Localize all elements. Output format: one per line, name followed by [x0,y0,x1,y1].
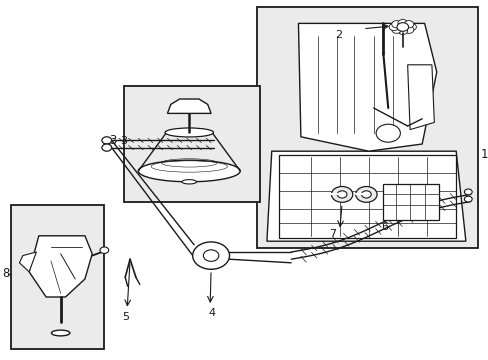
Circle shape [391,26,401,33]
Text: 6: 6 [380,222,387,232]
Circle shape [375,124,400,142]
Polygon shape [167,99,211,113]
Polygon shape [407,65,433,130]
Circle shape [391,21,401,28]
Circle shape [464,189,471,195]
Circle shape [397,27,407,35]
Polygon shape [20,252,36,272]
Circle shape [396,23,408,31]
Ellipse shape [164,128,213,137]
Polygon shape [279,155,455,238]
Text: 3: 3 [120,136,127,146]
Ellipse shape [138,160,240,182]
Circle shape [388,23,398,31]
Polygon shape [29,236,92,297]
Circle shape [403,26,413,33]
Circle shape [337,191,346,198]
Circle shape [464,196,471,202]
Text: 4: 4 [208,308,215,318]
Text: 1: 1 [479,148,487,161]
Circle shape [203,250,219,261]
Text: 3: 3 [109,134,116,147]
Ellipse shape [182,180,196,184]
Circle shape [397,19,407,27]
Polygon shape [298,23,436,151]
FancyBboxPatch shape [11,205,104,349]
Circle shape [100,247,108,253]
Circle shape [406,23,415,31]
FancyBboxPatch shape [257,7,477,248]
FancyBboxPatch shape [123,86,259,202]
Text: 5: 5 [122,312,129,322]
Circle shape [361,191,370,198]
Ellipse shape [51,330,70,336]
Text: 8: 8 [2,267,10,280]
Polygon shape [266,151,465,241]
Circle shape [102,137,111,144]
Circle shape [355,186,376,202]
Circle shape [192,242,229,269]
FancyBboxPatch shape [383,184,438,220]
Circle shape [102,144,111,151]
Circle shape [403,21,413,28]
Circle shape [331,186,352,202]
Text: 2: 2 [334,30,341,40]
Text: 7: 7 [328,229,335,239]
